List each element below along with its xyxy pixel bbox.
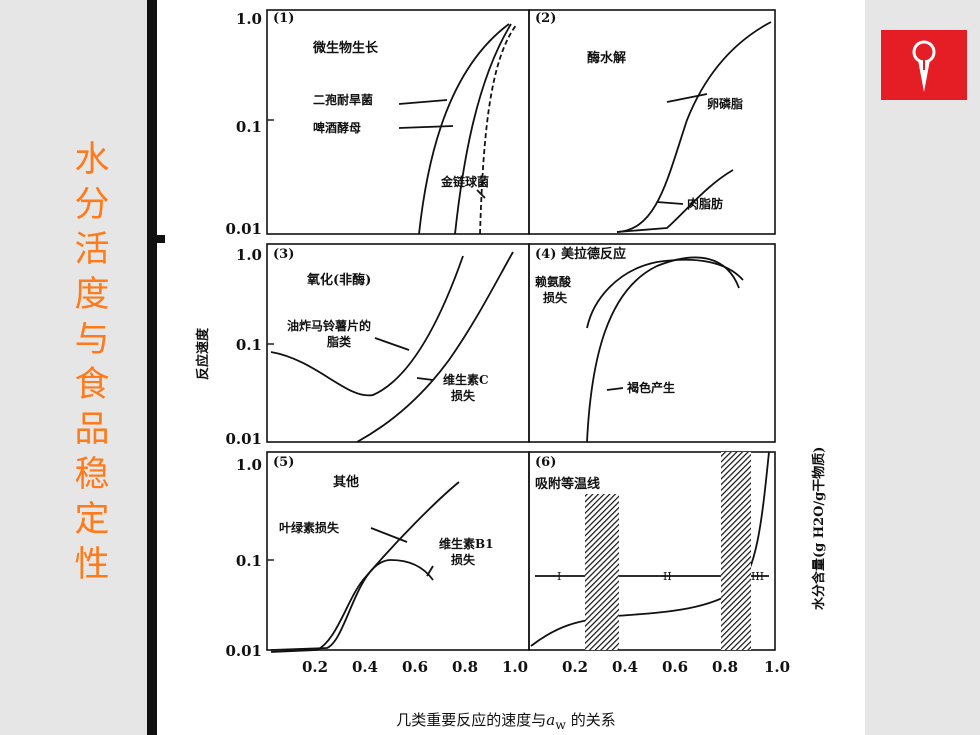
x-tick: 0.6 [402, 658, 428, 676]
side-title-char: 分 [74, 185, 110, 225]
series-label: 油炸马铃薯片的 [287, 318, 371, 333]
y-tick: 1.0 [236, 456, 262, 474]
panel-frames [266, 9, 776, 651]
panel-id: (6) [535, 455, 556, 470]
series-label: 损失 [451, 552, 476, 567]
panel-title: 氧化(非酶) [306, 272, 371, 288]
series-label: 褐色产生 [626, 380, 675, 395]
x-tick: 0.2 [302, 658, 328, 676]
x-tick: 0.8 [452, 658, 478, 676]
series-label: 叶绿素损失 [279, 520, 340, 535]
side-title-char: 活 [74, 230, 110, 270]
panel-id: (5) [273, 455, 294, 470]
hatched-band [585, 494, 619, 650]
series-label: 损失 [543, 290, 568, 305]
y-tick: 1.0 [236, 246, 262, 264]
y-tick: 1.0 [236, 10, 262, 28]
y-tick: 0.01 [225, 430, 262, 448]
panel-title: 吸附等温线 [535, 476, 600, 492]
y-tick: 0.1 [236, 336, 262, 354]
series-label: 卵磷脂 [707, 96, 743, 111]
panel-id: (1) [273, 11, 294, 26]
panel-id: (3) [273, 247, 294, 262]
caption-text-end: 的关系 [570, 711, 616, 729]
panel-title: 美拉德反应 [561, 246, 626, 262]
series-label: 维生素C [443, 372, 489, 387]
side-title-char: 定 [74, 500, 110, 540]
caption-subscript: w [555, 717, 566, 732]
x-tick: 0.8 [712, 658, 738, 676]
series-label: 啤酒酵母 [313, 120, 361, 135]
side-title-char: 食 [74, 365, 110, 405]
figure-caption: 几类重要反应的速度与aw 的关系 [147, 709, 865, 732]
curves [270, 21, 772, 653]
caption-symbol: a [546, 711, 556, 729]
side-title-char: 度 [74, 275, 110, 315]
side-title-char: 与 [74, 320, 110, 360]
x-tick: 0.6 [662, 658, 688, 676]
series-label: 维生素B1 [439, 536, 494, 551]
panel-title: 其他 [333, 474, 359, 490]
y-tick: 0.01 [225, 220, 262, 238]
side-title-char: 性 [74, 545, 110, 585]
side-title-char: 品 [74, 410, 110, 450]
x-tick: 1.0 [502, 658, 528, 676]
x-tick: 0.4 [352, 658, 378, 676]
hatched-band [721, 452, 751, 650]
figure: 1.0 0.1 0.01 1.0 0.1 0.01 1.0 0.1 0.01 (… [147, 0, 865, 735]
y-tick: 0.01 [225, 642, 262, 660]
x-tick: 0.4 [612, 658, 638, 676]
y-tick: 0.1 [236, 552, 262, 570]
y-axis-title-left: 反应速度 [195, 327, 211, 380]
panel-title: 酶水解 [587, 50, 626, 66]
side-title-char: 稳 [74, 455, 110, 495]
series-label: 赖氨酸 [535, 274, 572, 289]
panel-id: (2) [535, 11, 556, 26]
x-tick: 1.0 [764, 658, 790, 676]
caption-text: 几类重要反应的速度与 [396, 711, 547, 729]
y-tick: 0.1 [236, 118, 262, 136]
series-label: 损失 [451, 388, 476, 403]
logo-badge [881, 30, 967, 100]
side-title: 水 分 活 度 与 食 品 稳 定 性 [72, 138, 112, 588]
x-tick: 0.2 [562, 658, 588, 676]
y-axis-title-right: 水分含量(g H2O/g干物质) [811, 447, 827, 610]
series-label: 脂类 [326, 334, 352, 349]
series-label: 金链球菌 [440, 174, 489, 189]
leaf-mark-icon [912, 40, 936, 92]
series-label: 二孢耐旱菌 [313, 92, 373, 107]
panel-id: (4) [535, 247, 556, 262]
figure-plot: 1.0 0.1 0.01 1.0 0.1 0.01 1.0 0.1 0.01 (… [147, 0, 827, 735]
side-title-char: 水 [74, 140, 110, 180]
panel-title: 微生物生长 [312, 40, 379, 56]
